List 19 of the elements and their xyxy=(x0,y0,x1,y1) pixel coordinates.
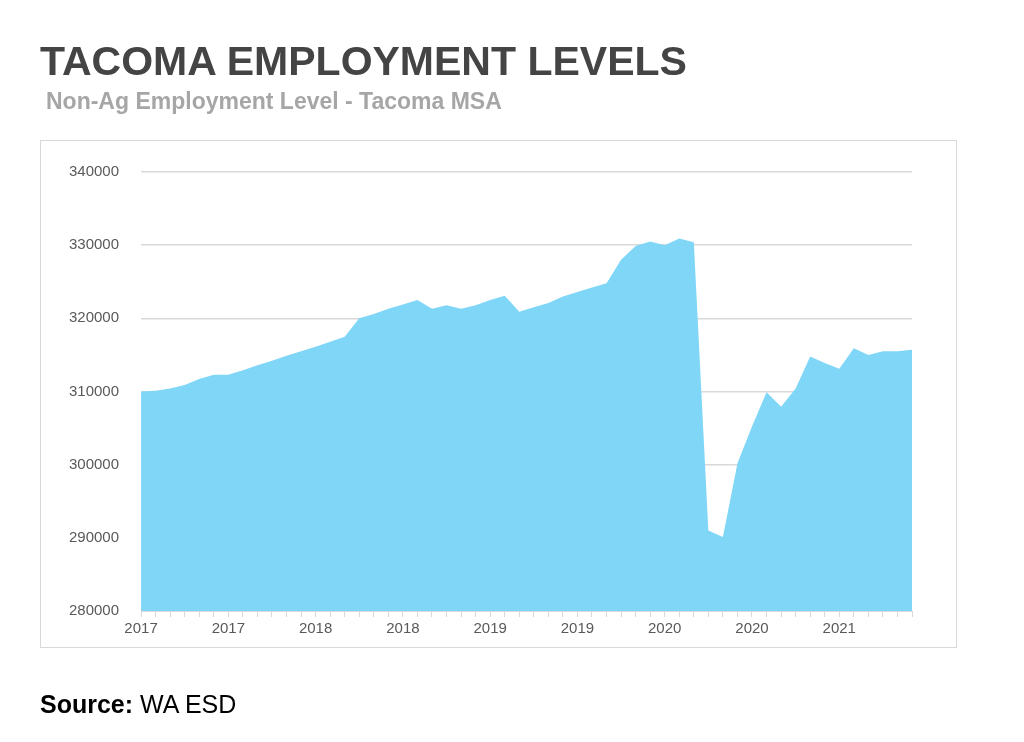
x-tick-label: 2021 xyxy=(822,619,856,637)
x-tick-label: 2020 xyxy=(648,619,682,637)
y-tick-label: 310000 xyxy=(68,381,120,399)
source-note: Source: WA ESD xyxy=(40,690,237,718)
y-tick-label: 280000 xyxy=(68,601,120,619)
chart-title: TACOMA EMPLOYMENT LEVELS xyxy=(40,38,687,85)
y-tick-label: 290000 xyxy=(68,527,120,545)
x-tick-label: 2017 xyxy=(124,619,158,637)
x-tick-label: 2019 xyxy=(560,619,595,637)
x-tick-label: 2018 xyxy=(298,619,333,637)
y-tick-label: 330000 xyxy=(68,235,120,253)
x-tick-label: 2019 xyxy=(473,619,507,637)
x-tick-label: 2020 xyxy=(735,619,769,637)
chart-subtitle: Non-Ag Employment Level - Tacoma MSA xyxy=(46,88,502,115)
x-tick-label: 2017 xyxy=(211,619,246,637)
y-tick-label: 300000 xyxy=(68,454,120,472)
y-tick-label: 340000 xyxy=(68,162,120,180)
x-tick-label: 2018 xyxy=(386,619,420,637)
y-tick-label: 320000 xyxy=(68,308,120,326)
